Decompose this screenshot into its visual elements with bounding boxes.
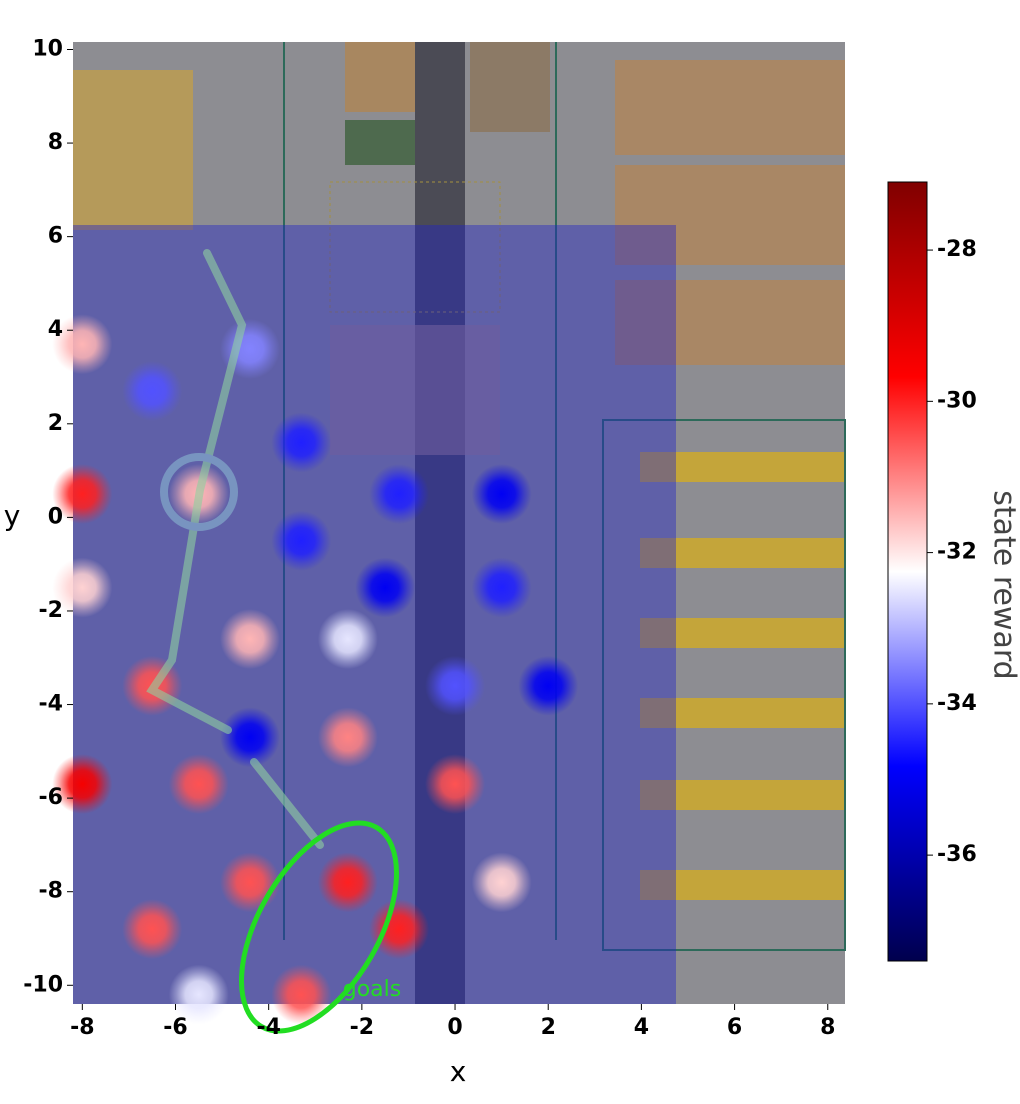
x-axis-label: x bbox=[450, 1055, 467, 1088]
colorbar-label: state reward bbox=[987, 490, 1020, 679]
reward-blob bbox=[355, 558, 415, 618]
reward-blob bbox=[122, 899, 182, 959]
x-tick-label: -6 bbox=[163, 1015, 187, 1040]
reward-blob bbox=[220, 707, 280, 767]
reward-blob bbox=[271, 511, 331, 571]
reward-blob bbox=[318, 707, 378, 767]
reward-blob bbox=[220, 609, 280, 669]
x-tick-label: 4 bbox=[634, 1015, 649, 1040]
y-tick-label: 0 bbox=[48, 504, 63, 529]
reward-blob bbox=[220, 852, 280, 912]
x-tick-label: 0 bbox=[447, 1015, 462, 1040]
reward-blob bbox=[425, 754, 485, 814]
y-tick-label: 6 bbox=[48, 224, 63, 249]
colorbar-tick-label: -36 bbox=[937, 842, 977, 867]
y-tick-label: 2 bbox=[48, 411, 63, 436]
colorbar bbox=[888, 182, 927, 961]
reward-blob bbox=[472, 852, 532, 912]
reward-blob bbox=[122, 361, 182, 421]
reward-blob bbox=[318, 852, 378, 912]
y-tick-label: -10 bbox=[23, 972, 63, 997]
reward-blob bbox=[369, 464, 429, 524]
reward-blob bbox=[518, 656, 578, 716]
y-tick-label: -4 bbox=[39, 692, 63, 717]
x-tick-label: 8 bbox=[820, 1015, 835, 1040]
y-axis-label: y bbox=[4, 499, 21, 532]
reward-blob bbox=[318, 609, 378, 669]
y-tick-label: 4 bbox=[48, 317, 63, 342]
x-tick-label: 6 bbox=[727, 1015, 742, 1040]
reward-blob bbox=[425, 656, 485, 716]
annotation: goals bbox=[343, 977, 401, 1002]
reward-blob bbox=[472, 558, 532, 618]
x-tick-label: -4 bbox=[256, 1015, 280, 1040]
colorbar-tick-label: -28 bbox=[937, 237, 977, 262]
y-tick-label: -6 bbox=[39, 785, 63, 810]
x-tick-label: -2 bbox=[350, 1015, 374, 1040]
x-tick-label: 2 bbox=[541, 1015, 556, 1040]
y-tick-label: -8 bbox=[39, 879, 63, 904]
reward-blob bbox=[369, 899, 429, 959]
reward-blob bbox=[169, 754, 229, 814]
colorbar-tick-label: -32 bbox=[937, 540, 977, 565]
y-tick-label: 10 bbox=[32, 36, 63, 61]
reward-blob bbox=[271, 413, 331, 473]
y-tick-label: -2 bbox=[39, 598, 63, 623]
colorbar-tick-label: -34 bbox=[937, 691, 977, 716]
reward-blob bbox=[472, 464, 532, 524]
x-tick-label: -8 bbox=[70, 1015, 94, 1040]
colorbar-tick-label: -30 bbox=[937, 388, 977, 413]
y-tick-label: 8 bbox=[48, 130, 63, 155]
